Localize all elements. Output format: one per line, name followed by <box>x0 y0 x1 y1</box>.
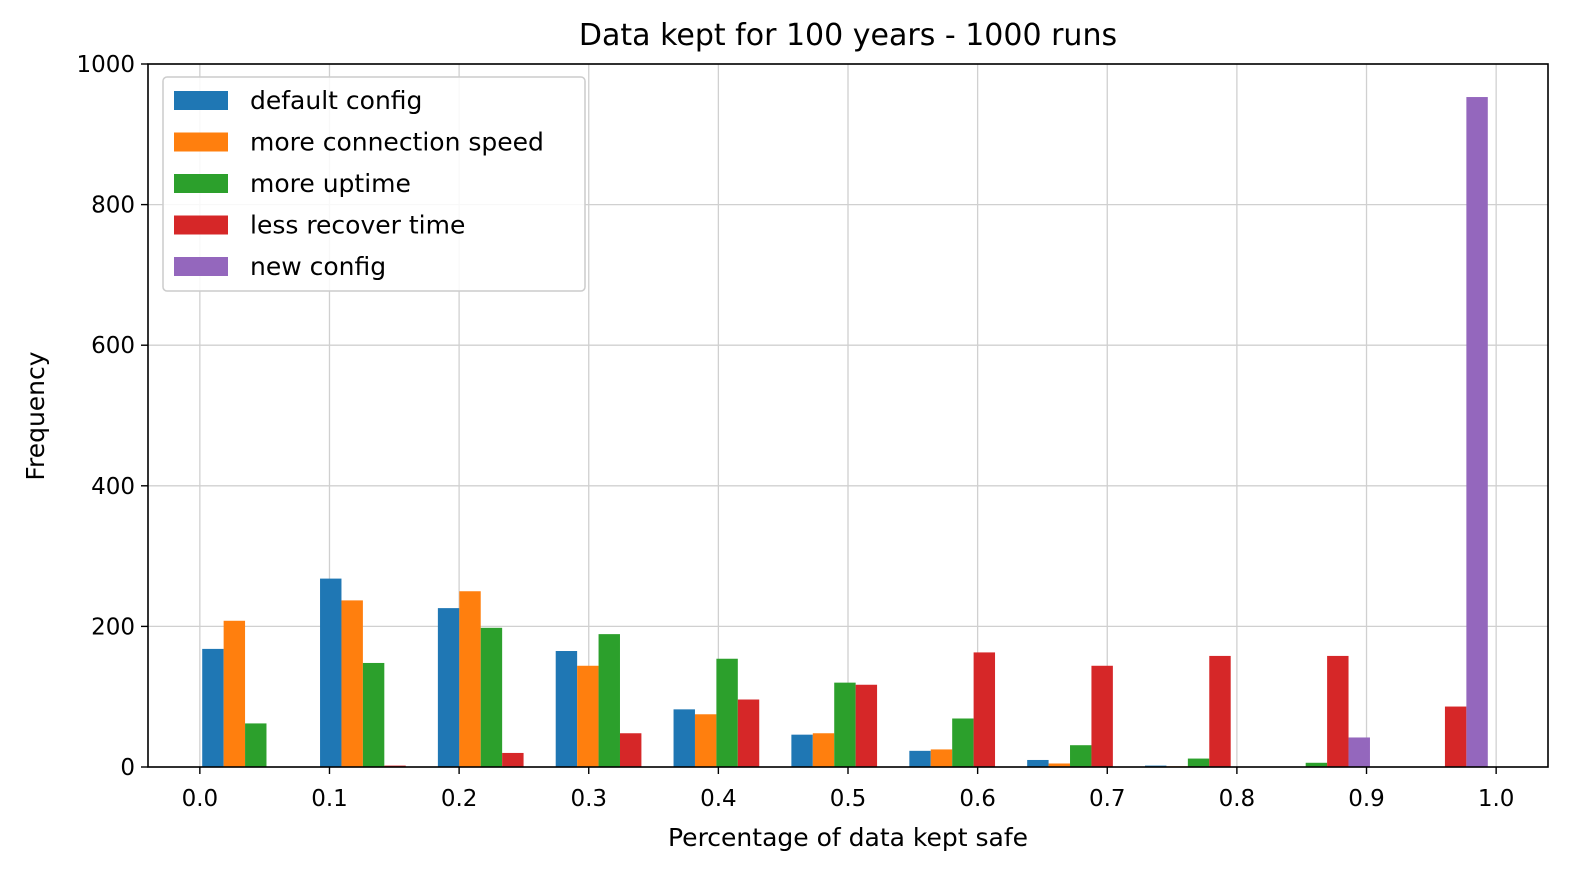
bar-more-connection-speed-bin-7 <box>1048 763 1071 767</box>
legend-entry: more connection speed <box>250 128 544 157</box>
legend-entry: less recover time <box>250 211 465 240</box>
x-axis-ticks: 0.0 0.1 0.2 0.3 0.4 0.5 0.6 0.7 0.8 0.9 1.0 <box>182 767 1515 812</box>
bar-more-uptime-bin-4 <box>716 658 738 767</box>
legend-entry: new config <box>250 252 386 281</box>
bar-more-connection-speed-bin-6 <box>930 749 953 767</box>
bar-new-config-bin-9 <box>1348 737 1370 767</box>
bar-more-connection-speed-bin-2 <box>459 591 481 767</box>
bar-more-uptime-bin-2 <box>480 627 503 767</box>
bar-new-config-bin-10 <box>1466 97 1488 767</box>
bar-more-uptime-bin-6 <box>952 718 974 767</box>
bar-less-recover-time-bin-4 <box>737 699 760 767</box>
bars <box>202 97 1488 767</box>
bar-less-recover-time-bin-2 <box>502 752 524 767</box>
bar-default-config-bin-6 <box>909 750 931 767</box>
legend-swatch <box>174 174 228 193</box>
y-tick-label: 800 <box>91 193 135 219</box>
x-tick-label: 0.9 <box>1348 786 1385 812</box>
bar-more-uptime-bin-8 <box>1187 758 1210 767</box>
x-tick-label: 0.5 <box>830 786 867 812</box>
x-axis-label: Percentage of data kept safe <box>668 823 1028 852</box>
x-tick-label: 0.2 <box>441 786 478 812</box>
legend: default config more connection speed more … <box>162 76 586 292</box>
x-tick-label: 1.0 <box>1478 786 1515 812</box>
legend-swatch <box>174 257 228 276</box>
bar-less-recover-time-bin-3 <box>619 733 642 767</box>
bar-more-uptime-bin-9 <box>1305 762 1328 767</box>
bar-default-config-bin-7 <box>1027 759 1049 767</box>
bar-less-recover-time-bin-5 <box>855 684 878 767</box>
bar-default-config-bin-5 <box>791 734 813 767</box>
y-tick-label: 200 <box>91 614 135 640</box>
x-tick-label: 0.8 <box>1219 786 1256 812</box>
legend-entry: default config <box>250 86 422 115</box>
x-tick-label: 0.3 <box>570 786 607 812</box>
legend-swatch <box>174 215 228 235</box>
legend-entry: more uptime <box>250 169 411 198</box>
y-axis-ticks: 0 200 400 600 800 1000 <box>76 52 148 781</box>
chart-title: Data kept for 100 years - 1000 runs <box>579 18 1117 53</box>
bar-more-connection-speed-bin-1 <box>341 600 363 767</box>
bar-default-config-bin-2 <box>437 608 460 767</box>
bar-default-config-bin-4 <box>673 709 695 767</box>
bar-default-config-bin-3 <box>555 651 578 767</box>
y-tick-label: 1000 <box>76 52 135 78</box>
bar-less-recover-time-bin-8 <box>1209 655 1231 767</box>
bar-less-recover-time-bin-9 <box>1327 655 1349 767</box>
bar-more-connection-speed-bin-5 <box>812 733 835 767</box>
x-tick-label: 0.7 <box>1089 786 1126 812</box>
bar-more-uptime-bin-5 <box>834 682 856 767</box>
legend-swatch <box>174 91 228 110</box>
x-tick-label: 0.0 <box>182 786 219 812</box>
bar-more-connection-speed-bin-3 <box>577 665 599 767</box>
bar-less-recover-time-bin-7 <box>1091 665 1113 767</box>
bar-more-connection-speed-bin-0 <box>223 620 246 767</box>
x-tick-label: 0.1 <box>311 786 348 812</box>
x-tick-label: 0.4 <box>700 786 737 812</box>
bar-default-config-bin-1 <box>320 578 342 767</box>
bar-more-uptime-bin-3 <box>598 634 620 767</box>
legend-swatch <box>174 132 228 152</box>
legend-box <box>162 76 586 292</box>
y-axis-label: Frequency <box>21 351 50 480</box>
y-tick-label: 600 <box>91 333 135 359</box>
x-tick-label: 0.6 <box>959 786 996 812</box>
bar-less-recover-time-bin-10 <box>1444 706 1467 767</box>
bar-more-uptime-bin-1 <box>362 662 385 767</box>
bar-less-recover-time-bin-6 <box>973 652 996 767</box>
bar-more-uptime-bin-7 <box>1070 745 1092 767</box>
bar-more-connection-speed-bin-4 <box>694 714 717 767</box>
y-tick-label: 0 <box>120 755 135 781</box>
bar-more-uptime-bin-0 <box>245 723 267 767</box>
y-tick-label: 400 <box>91 474 135 500</box>
bar-default-config-bin-0 <box>202 648 224 767</box>
